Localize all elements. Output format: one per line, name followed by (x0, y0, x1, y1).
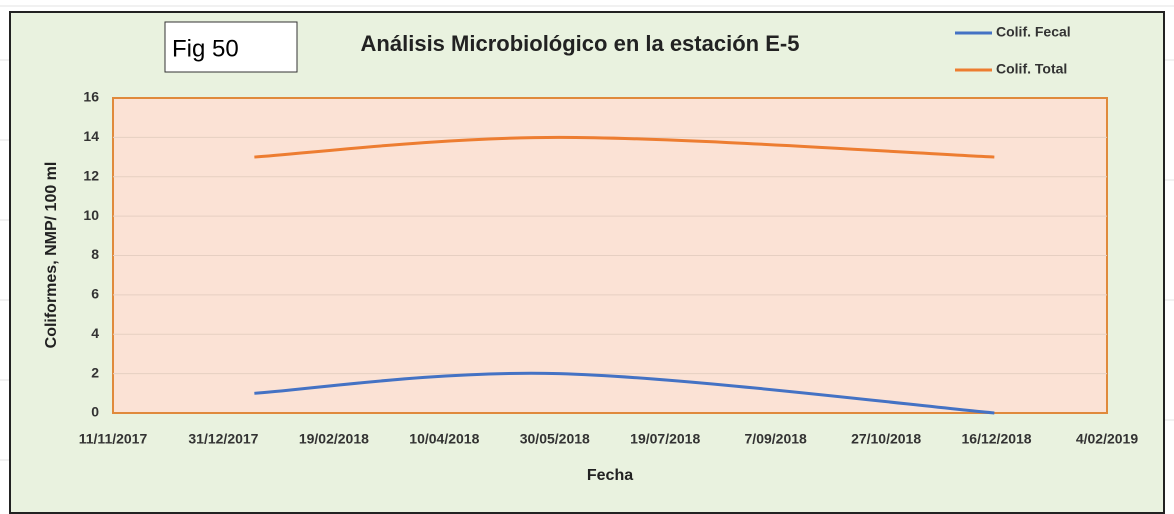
x-tick-label: 27/10/2018 (851, 431, 921, 447)
x-tick-label: 19/07/2018 (630, 431, 700, 447)
x-tick-label: 31/12/2017 (188, 431, 258, 447)
x-tick-label: 30/05/2018 (520, 431, 590, 447)
x-tick-label: 19/02/2018 (299, 431, 369, 447)
legend-label: Colif. Fecal (996, 24, 1071, 40)
y-axis-label: Coliformes, NMP/ 100 ml (43, 162, 60, 349)
legend-label: Colif. Total (996, 61, 1067, 77)
chart-title: Análisis Microbiológico en la estación E… (361, 31, 800, 56)
series-line (254, 135, 995, 159)
x-tick-label: 7/09/2018 (745, 431, 807, 447)
y-tick-label: 14 (83, 128, 99, 144)
x-tick-label: 4/02/2019 (1076, 431, 1138, 447)
figure-label-box (164, 21, 298, 73)
x-tick-label: 11/11/2017 (79, 431, 148, 447)
sheet-grid (0, 5, 1174, 461)
series-line (254, 371, 995, 415)
x-axis-label: Fecha (587, 467, 633, 484)
y-tick-label: 16 (83, 89, 99, 105)
x-tick-label: 16/12/2018 (962, 431, 1032, 447)
y-tick-label: 2 (91, 364, 99, 380)
figure-label: Fig 50 (172, 35, 239, 62)
y-tick-label: 6 (91, 286, 99, 302)
y-tick-label: 8 (91, 246, 99, 262)
y-tick-label: 12 (83, 167, 99, 183)
y-tick-label: 4 (91, 325, 99, 341)
y-tick-label: 0 (91, 404, 99, 420)
y-tick-label: 10 (83, 207, 99, 223)
x-tick-label: 10/04/2018 (409, 431, 479, 447)
